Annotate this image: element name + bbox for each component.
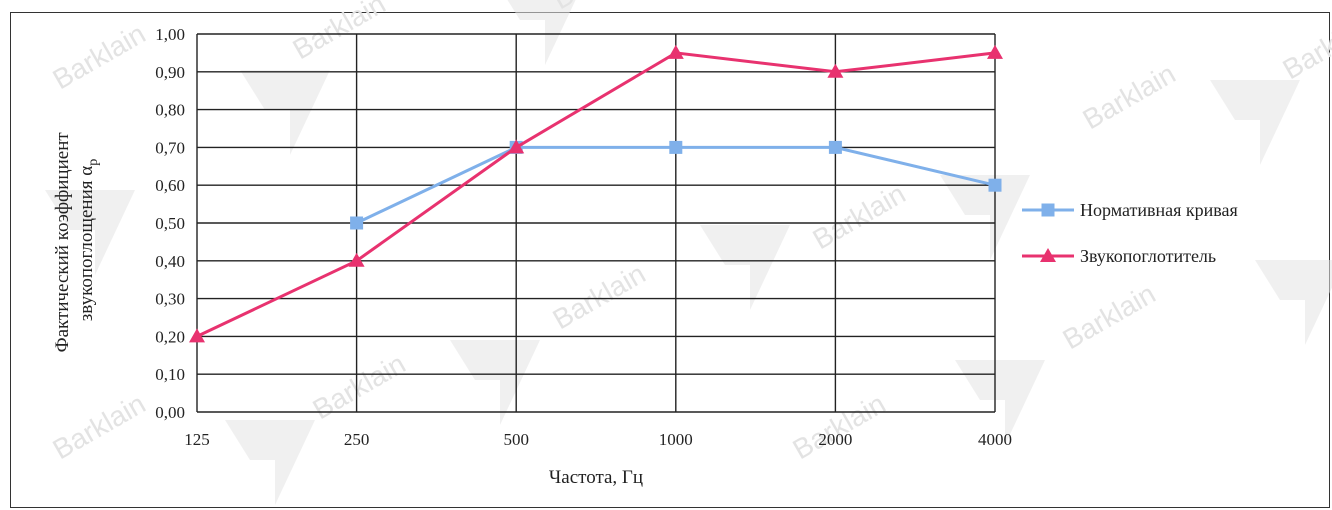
watermark-text: Barklain	[1058, 278, 1161, 355]
data-point	[987, 44, 1003, 59]
watermark-text: Barklain	[808, 178, 911, 255]
legend-item: Нормативная кривая	[1022, 200, 1238, 220]
legend-swatch-marker	[1041, 203, 1055, 217]
legend-label: Нормативная кривая	[1080, 200, 1238, 220]
legend-label: Звукопоглотитель	[1080, 246, 1216, 266]
y-tick-label: 0,10	[155, 365, 185, 384]
watermark-text: Barklain	[48, 18, 151, 95]
watermark-text: Barklain	[48, 388, 151, 465]
watermark-logo	[225, 420, 315, 505]
x-tick-label: 125	[184, 430, 210, 449]
y-tick-label: 1,00	[155, 25, 185, 44]
data-point	[828, 140, 842, 154]
y-tick-label: 0,20	[155, 327, 185, 346]
data-point	[189, 328, 205, 343]
y-axis-title-line-2: звукопоглощения α	[76, 166, 97, 321]
watermark-text: Barklain	[1078, 58, 1181, 135]
x-tick-labels: 125 250 500 1000 2000 4000	[184, 430, 1012, 449]
watermark-text: Barklain	[308, 348, 411, 425]
series-2	[189, 44, 1003, 343]
watermark-logo	[240, 70, 330, 155]
y-tick-label: 0,60	[155, 176, 185, 195]
data-point	[988, 178, 1002, 192]
watermark-text: Barklain	[288, 0, 391, 65]
data-point	[669, 140, 683, 154]
watermark-text: Barklain	[548, 0, 651, 15]
series-line	[196, 51, 996, 338]
data-point	[667, 44, 684, 59]
y-tick-label: 0,50	[155, 214, 185, 233]
watermark-text: Barklain	[548, 258, 651, 335]
watermark-logo	[507, 0, 576, 65]
y-tick-label: 0,90	[155, 63, 185, 82]
data-point	[827, 63, 844, 78]
data-point	[348, 252, 365, 267]
y-tick-label: 0,40	[155, 252, 185, 271]
watermark-text: Barklain	[1278, 8, 1332, 85]
y-tick-labels: 0,00 0,10 0,20 0,30 0,40 0,50 0,60 0,70 0,80 0,90…	[155, 25, 185, 422]
watermark-logo	[955, 360, 1045, 445]
y-tick-label: 0,30	[155, 290, 185, 309]
watermark-logo	[1210, 80, 1300, 165]
x-axis-title: Частота, Гц	[549, 467, 643, 488]
y-tick-label: 0,00	[155, 403, 185, 422]
x-tick-label: 2000	[818, 430, 852, 449]
watermark-logo	[45, 190, 135, 275]
watermark-logo	[450, 340, 540, 425]
y-axis-title-subscript: p	[86, 159, 101, 166]
x-tick-label: 250	[344, 430, 370, 449]
y-tick-label: 0,70	[155, 138, 185, 157]
x-tick-label: 500	[503, 430, 529, 449]
x-tick-label: 4000	[978, 430, 1012, 449]
data-point	[508, 139, 525, 154]
watermark-logo	[1255, 260, 1332, 345]
legend: Нормативная кривая Звукопоглотитель	[1022, 200, 1238, 266]
data-point	[350, 216, 364, 230]
y-tick-label: 0,80	[155, 101, 185, 120]
watermark-text: Barklain	[788, 388, 891, 465]
legend-swatch-marker	[1040, 248, 1056, 262]
y-axis-title-line-1: Фактический коэффициент	[52, 132, 73, 353]
legend-item: Звукопоглотитель	[1022, 246, 1216, 266]
watermark-logo	[940, 175, 1030, 260]
watermark-logo	[700, 225, 790, 310]
series-1	[350, 140, 1002, 230]
x-tick-label: 1000	[659, 430, 693, 449]
series-layer	[189, 44, 1003, 343]
y-axis-title: Фактический коэффициент звукопоглощения …	[52, 128, 101, 353]
